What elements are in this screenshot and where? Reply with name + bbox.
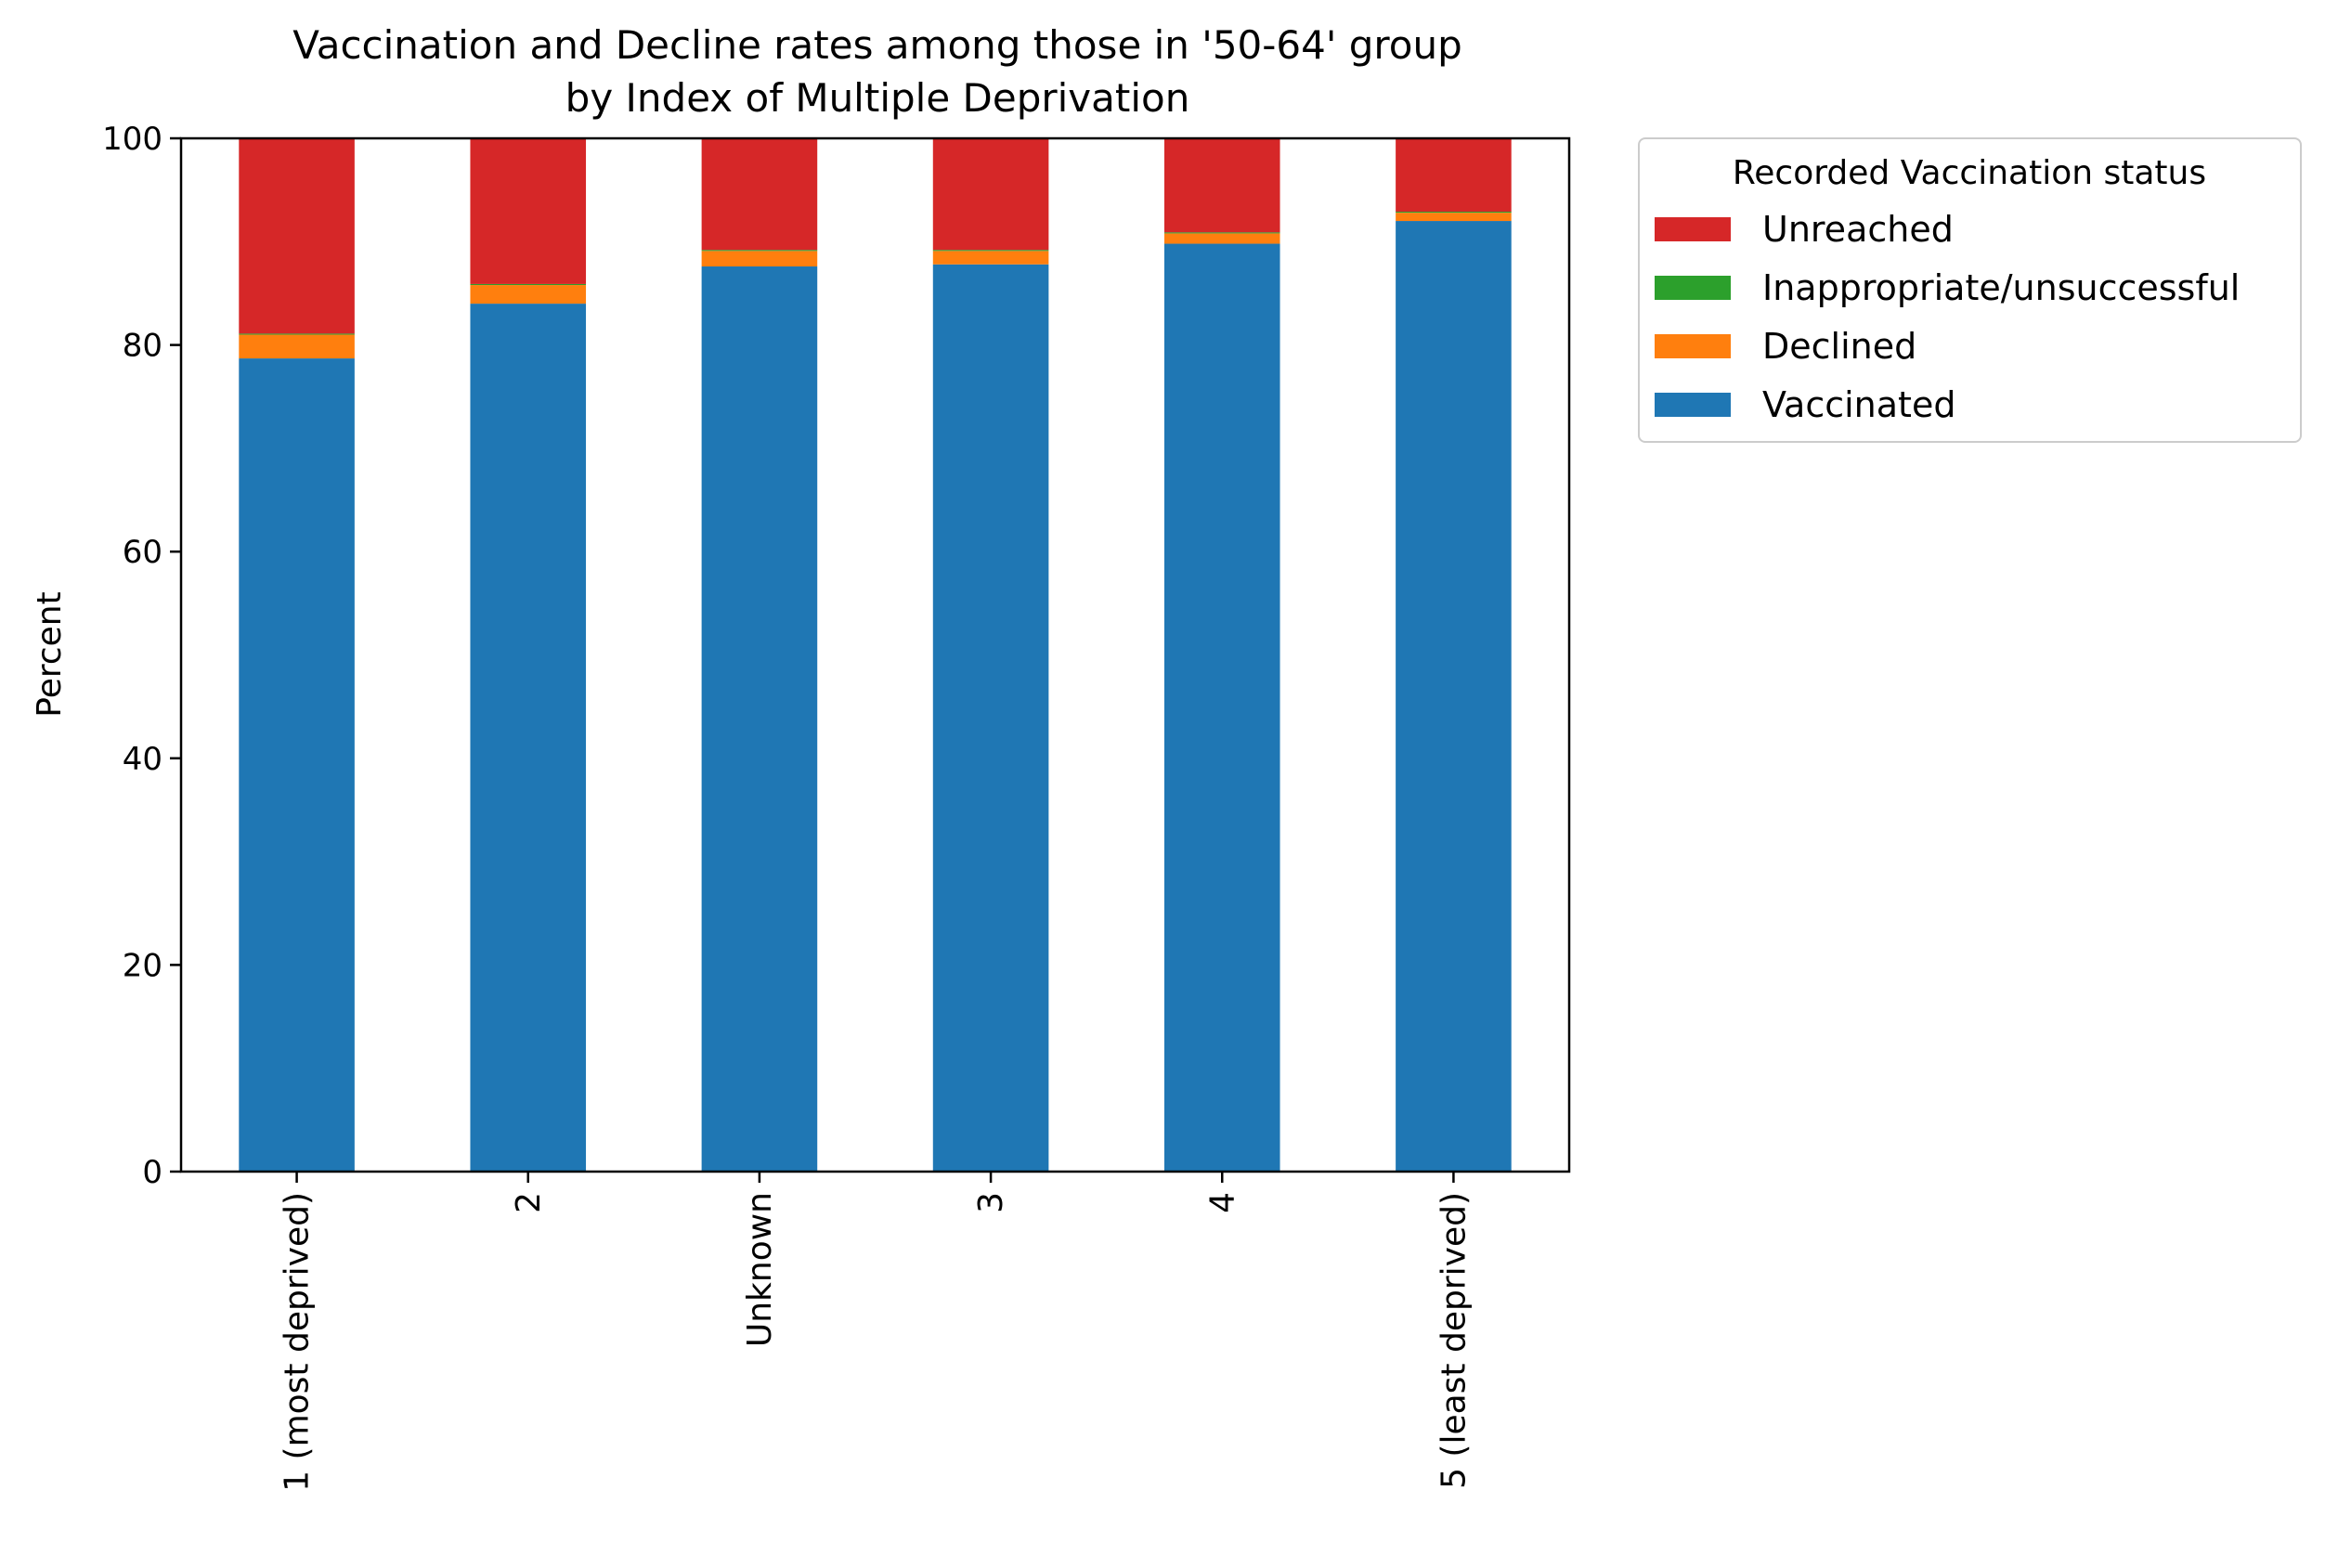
- bar-unreached-4: [1163, 138, 1280, 233]
- y-tick-label-60: 60: [123, 534, 162, 571]
- legend-label-inappropriate-unsuccessful: Inappropriate/unsuccessful: [1762, 267, 2240, 308]
- bar-inappropriate-unsuccessful-2: [470, 283, 587, 286]
- x-tick-label-3: 3: [972, 1192, 1010, 1213]
- legend-swatch-unreached: [1655, 217, 1731, 241]
- y-tick-label-100: 100: [102, 121, 162, 158]
- chart-title-line-1: Vaccination and Decline rates among thos…: [292, 22, 1462, 68]
- legend-label-vaccinated: Vaccinated: [1762, 384, 1955, 425]
- bar-inappropriate-unsuccessful-4: [1163, 232, 1280, 234]
- bar-unreached-1-most-deprived: [239, 138, 355, 334]
- y-axis-label: Percent: [31, 591, 69, 717]
- bar-unreached-5-least-deprived: [1396, 138, 1512, 213]
- y-axis: 0 20 40 60 80 100: [102, 121, 181, 1191]
- bar-vaccinated-unknown: [701, 266, 818, 1173]
- x-axis: 1 (most deprived) 2 Unknown 3 4 5 (least depr…: [279, 1172, 1473, 1492]
- x-tick-label-5-least-deprived: 5 (least deprived): [1435, 1192, 1473, 1489]
- legend-title: Recorded Vaccination status: [1733, 154, 2206, 192]
- x-tick-label-1-most-deprived: 1 (most deprived): [279, 1192, 317, 1492]
- legend-label-declined: Declined: [1762, 326, 1916, 367]
- x-tick-label-4: 4: [1203, 1192, 1241, 1213]
- bar-unreached-2: [470, 138, 587, 284]
- bar-inappropriate-unsuccessful-3: [932, 250, 1049, 252]
- plot-frame: [179, 136, 1571, 1173]
- y-tick-label-40: 40: [123, 741, 162, 778]
- y-tick-label-0: 0: [142, 1154, 162, 1191]
- bar-inappropriate-unsuccessful-unknown: [701, 250, 818, 252]
- bar-vaccinated-5-least-deprived: [1396, 221, 1512, 1173]
- legend-swatch-inappropriate-unsuccessful: [1655, 276, 1731, 300]
- bar-declined-unknown: [701, 251, 818, 267]
- bar-declined-2: [470, 285, 587, 305]
- bar-declined-5-least-deprived: [1396, 213, 1512, 222]
- bars-group: [239, 138, 1512, 1173]
- legend-frame: [1638, 137, 2302, 443]
- y-tick-label-20: 20: [123, 947, 162, 984]
- legend-label-unreached: Unreached: [1762, 209, 1954, 250]
- chart-title-line-2: by Index of Multiple Deprivation: [565, 75, 1190, 121]
- x-tick-label-unknown: Unknown: [741, 1192, 779, 1347]
- bar-unreached-3: [932, 138, 1049, 251]
- bar-vaccinated-4: [1163, 243, 1280, 1172]
- bar-vaccinated-2: [470, 304, 587, 1173]
- legend: Recorded Vaccination status Unreached Ina…: [1638, 137, 2302, 443]
- legend-swatch-declined: [1655, 334, 1731, 358]
- bar-declined-1-most-deprived: [239, 334, 355, 359]
- bar-vaccinated-1-most-deprived: [239, 358, 355, 1173]
- legend-swatch-vaccinated: [1655, 393, 1731, 417]
- x-tick-label-2: 2: [510, 1192, 548, 1213]
- bar-vaccinated-3: [932, 264, 1049, 1172]
- bar-declined-3: [932, 251, 1049, 265]
- bar-unreached-unknown: [701, 138, 818, 251]
- y-tick-label-80: 80: [123, 328, 162, 365]
- bar-inappropriate-unsuccessful-1-most-deprived: [239, 333, 355, 335]
- bar-inappropriate-unsuccessful-5-least-deprived: [1396, 212, 1512, 214]
- bar-declined-4: [1163, 233, 1280, 244]
